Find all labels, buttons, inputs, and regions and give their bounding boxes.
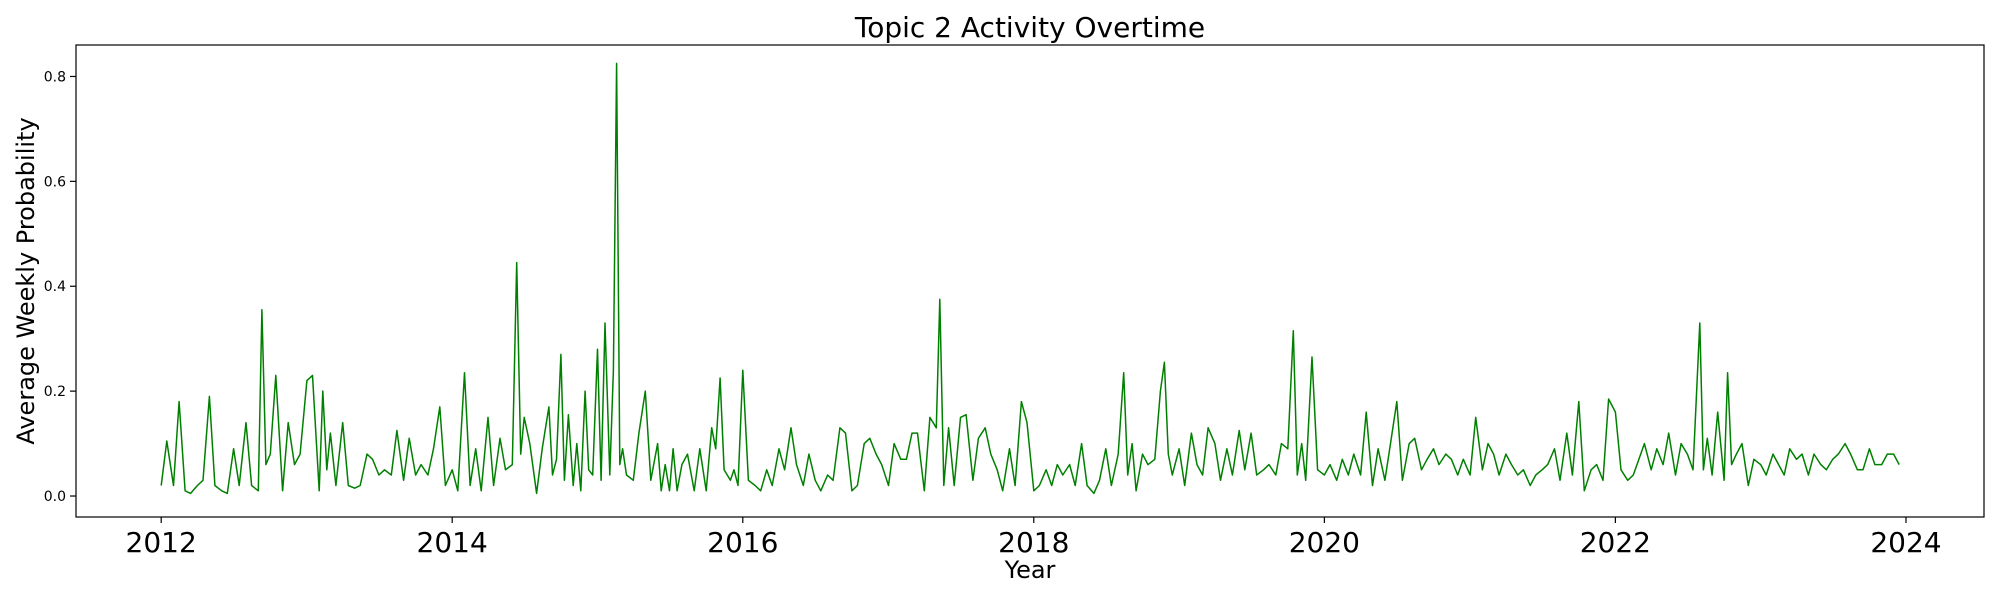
y-tick-label: 0.6 [44,174,66,190]
x-tick-label: 2024 [1870,526,1941,559]
series-line [160,62,1900,495]
y-tick-label: 0.8 [44,69,66,85]
x-tick-label: 2012 [126,526,197,559]
x-axis-label: Year [1004,556,1056,584]
y-axis-label: Average Weekly Probability [12,117,40,444]
plot-area [75,44,1985,518]
y-tick-label: 0.0 [44,489,66,505]
x-tick-label: 2014 [417,526,488,559]
y-tick-label: 0.2 [44,384,66,400]
y-tick-label: 0.4 [44,279,66,295]
x-tick-label: 2020 [1289,526,1360,559]
x-tick-label: 2016 [707,526,778,559]
x-tick-label: 2022 [1580,526,1651,559]
x-tick-label: 2018 [998,526,1069,559]
chart-title: Topic 2 Activity Overtime [854,11,1205,44]
plot-frame [75,44,1985,518]
x-axis: 2012 2014 2016 2018 2020 2022 2024 [126,517,1942,559]
y-axis: 0.0 0.2 0.4 0.6 0.8 [44,69,76,505]
